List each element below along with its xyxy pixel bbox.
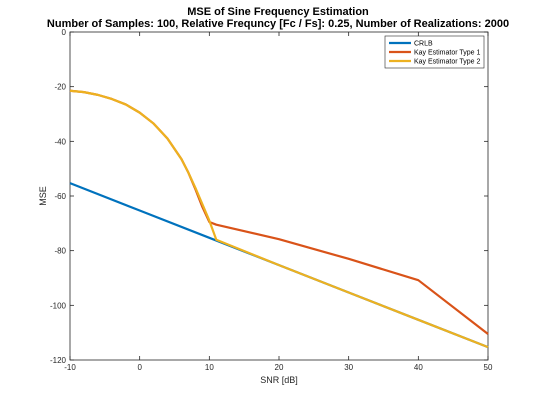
- y-tick-label: -20: [54, 83, 66, 92]
- plot-area: [69, 31, 489, 361]
- x-tick-label: 50: [484, 363, 493, 372]
- series-lines: [69, 89, 489, 349]
- x-tick-label: 0: [137, 363, 142, 372]
- y-tick-label: 0: [62, 28, 67, 37]
- legend-label: CRLB: [414, 41, 433, 48]
- chart-title: MSE of Sine Frequency Estimation: [187, 6, 369, 18]
- x-axis-label: SNR [dB]: [260, 375, 298, 385]
- y-axis-label: MSE: [38, 186, 48, 206]
- legend-label: Kay Estimator Type 1: [414, 50, 481, 57]
- chart-subtitle: Number of Samples: 100, Relative Frequnc…: [47, 18, 509, 30]
- y-tick-label: -120: [50, 356, 67, 365]
- x-tick-label: 20: [275, 363, 284, 372]
- axis-ticks: -10 0 10 20 30 40 500-20-40-60-80-100-120: [50, 28, 493, 372]
- legend: CRLB Kay Estimator Type 1 Kay Estimator Ty…: [384, 35, 485, 69]
- x-tick-label: -10: [64, 363, 76, 372]
- y-tick-label: -80: [54, 247, 66, 256]
- x-tick-label: 30: [344, 363, 353, 372]
- x-tick-label: 40: [414, 363, 423, 372]
- y-tick-label: -100: [50, 301, 67, 310]
- legend-label: Kay Estimator Type 2: [414, 59, 481, 66]
- x-tick-label: 10: [205, 363, 214, 372]
- series-line-kay-estimator-type-2: [69, 89, 489, 349]
- y-tick-label: -40: [54, 137, 66, 146]
- y-tick-label: -60: [54, 192, 66, 201]
